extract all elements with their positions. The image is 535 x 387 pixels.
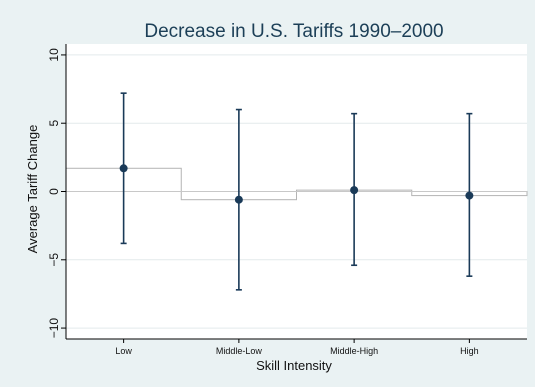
data-point-0 [119,164,128,173]
y-tick-label-3: 5 [47,120,61,127]
gridlines [66,54,527,329]
y-tick-label-1: −5 [47,253,61,267]
data-point-3 [465,191,474,200]
y-axis-ticks: −10 −5 0 5 10 [47,48,66,338]
y-tick-label-0: −10 [47,318,61,339]
chart-title: Decrease in U.S. Tariffs 1990–2000 [144,21,443,42]
data-points [119,164,474,204]
y-tick-label-4: 10 [47,48,61,62]
y-axis-title: Average Tariff Change [25,125,40,254]
x-axis-ticks: Low Middle-Low Middle-High High [115,339,479,356]
y-tick-label-2: 0 [47,188,61,195]
data-point-2 [350,186,359,195]
x-tick-label-0: Low [115,346,132,356]
x-axis-title: Skill Intensity [256,358,332,373]
x-tick-label-2: Middle-High [330,346,378,356]
x-tick-label-1: Middle-Low [216,346,263,356]
data-point-1 [234,195,243,204]
x-tick-label-3: High [460,346,479,356]
